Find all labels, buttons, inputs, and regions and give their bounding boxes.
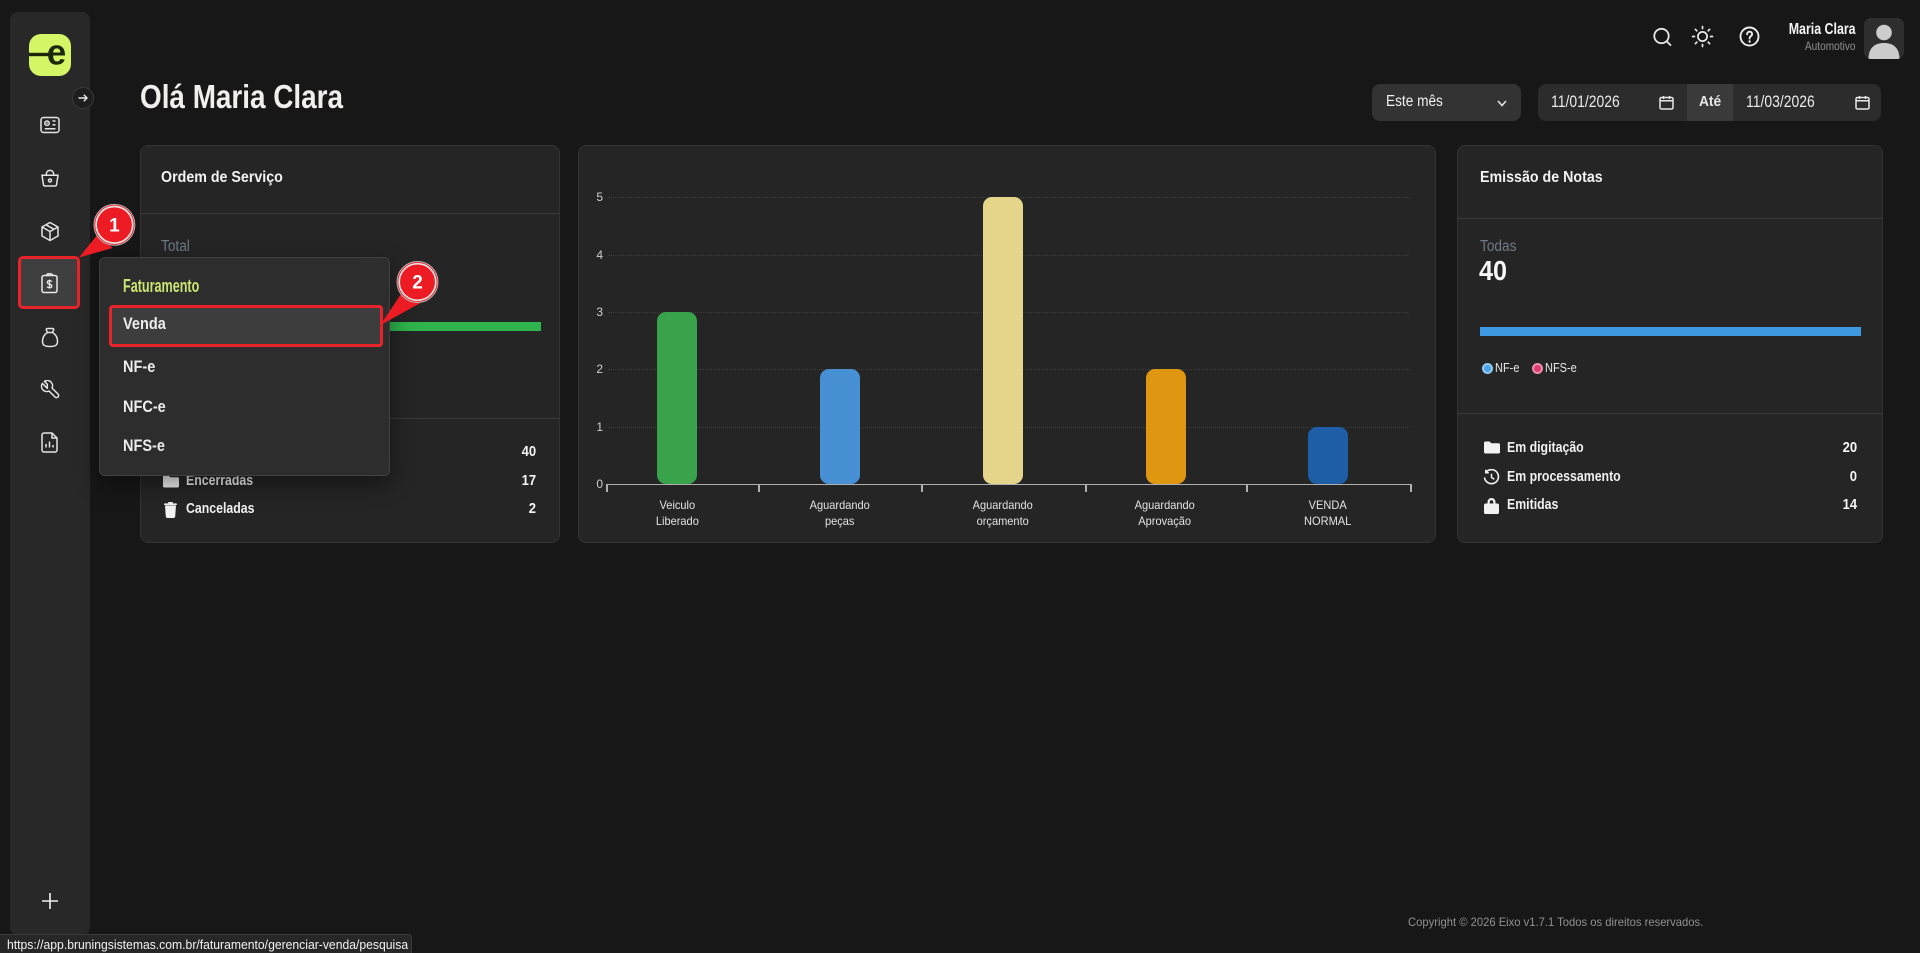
svg-text:1: 1: [109, 216, 120, 237]
svg-text:e: e: [47, 34, 67, 72]
svg-text:2: 2: [412, 273, 423, 294]
